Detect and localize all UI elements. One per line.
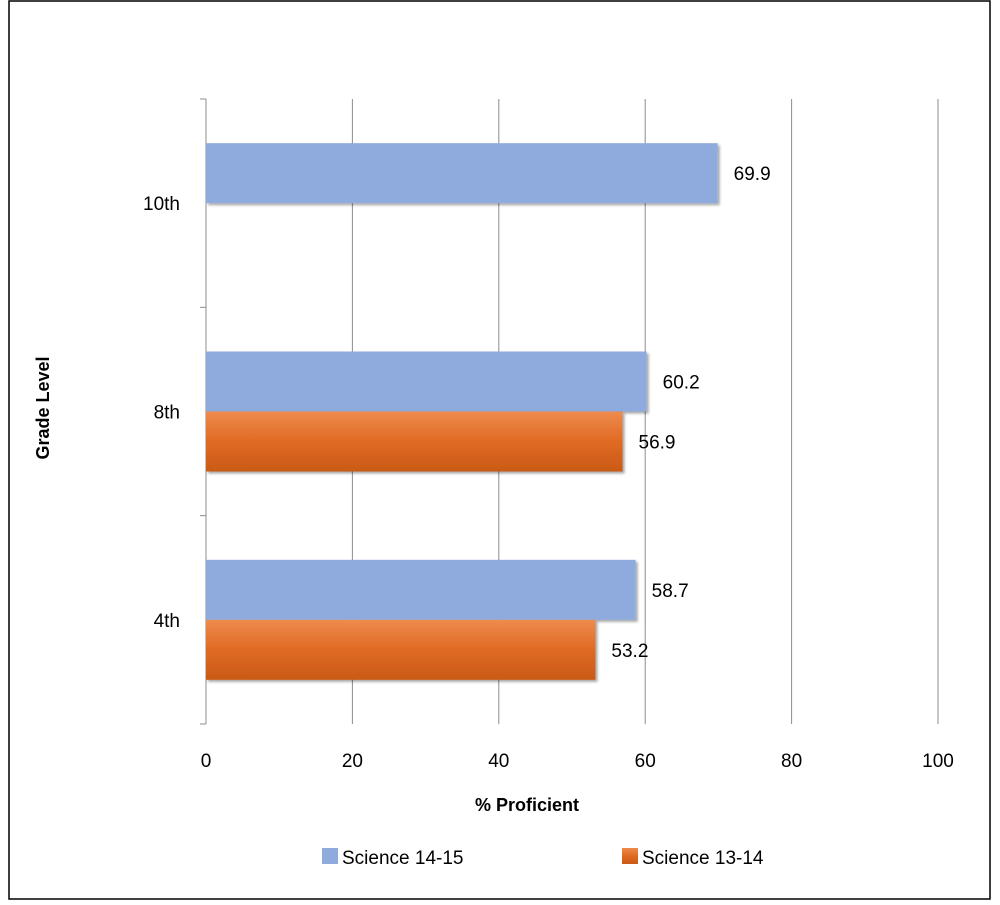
labels: 0 20 40 60 80 100 4th 58.7 53.2 8th 60.2 56.9 10th 69… — [143, 164, 954, 772]
legend: Science 14-15 Science 13-14 — [322, 848, 764, 869]
data-label: 60.2 — [663, 373, 700, 394]
x-tick-label: 80 — [781, 751, 802, 772]
data-label: 69.9 — [734, 164, 771, 185]
x-tick-label: 40 — [488, 751, 509, 772]
bar — [206, 619, 596, 680]
bar — [206, 351, 647, 412]
y-tick-label: 4th — [154, 611, 180, 632]
y-tick-label: 10th — [143, 194, 180, 215]
y-tick-label: 8th — [154, 403, 180, 424]
bar — [206, 411, 623, 472]
data-label: 53.2 — [611, 641, 648, 662]
legend-swatch — [322, 848, 338, 864]
legend-swatch — [622, 848, 638, 864]
bar — [206, 559, 636, 620]
x-tick-label: 60 — [635, 751, 656, 772]
data-label: 56.9 — [639, 433, 676, 454]
legend-label: Science 13-14 — [642, 848, 764, 869]
bar — [206, 143, 718, 204]
legend-label: Science 14-15 — [342, 848, 463, 869]
y-axis-title: Grade Level — [33, 356, 53, 459]
x-tick-label: 0 — [201, 751, 212, 772]
x-axis-title: % Proficient — [475, 795, 579, 815]
x-tick-label: 100 — [922, 751, 954, 772]
bars — [206, 143, 718, 680]
x-tick-label: 20 — [342, 751, 363, 772]
data-label: 58.7 — [652, 581, 689, 602]
